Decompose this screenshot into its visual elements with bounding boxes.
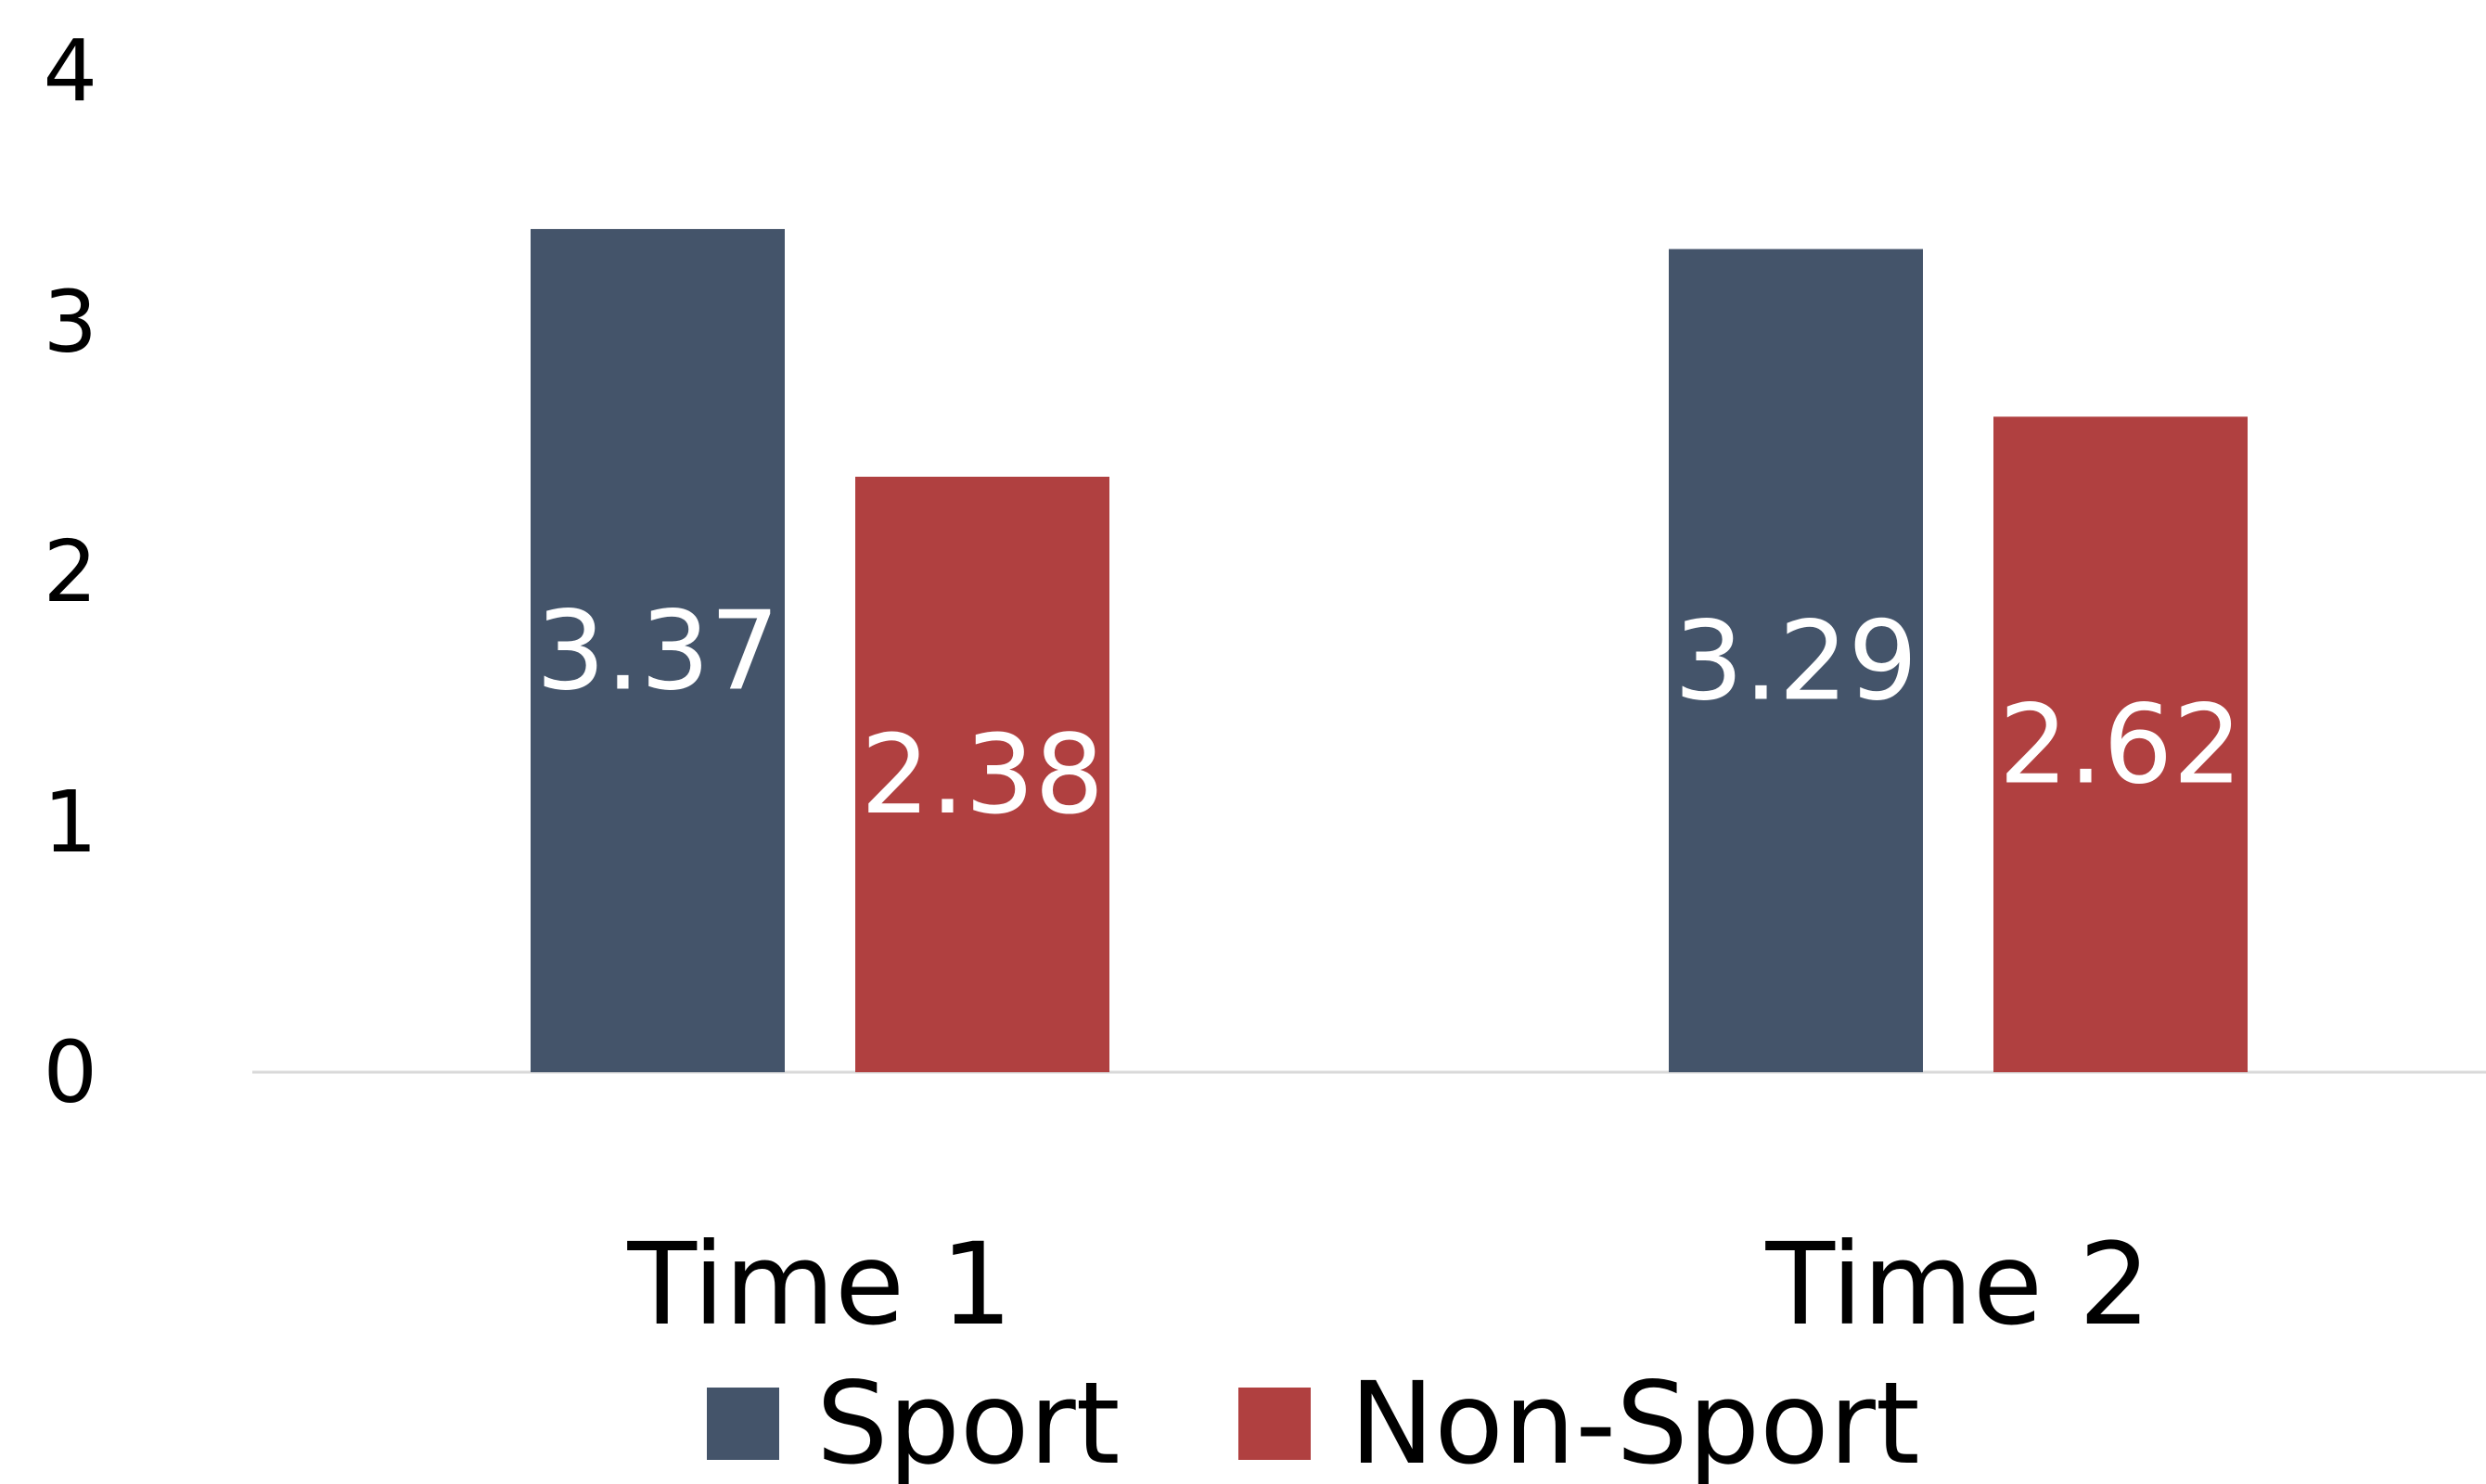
x-category-label: Time 1	[627, 1219, 1013, 1350]
y-tick-label: 3	[43, 272, 97, 371]
y-tick-label: 4	[43, 22, 97, 122]
bars	[531, 228, 2248, 1073]
data-label: 2.38	[861, 710, 1105, 838]
y-tick-label: 0	[43, 1023, 97, 1122]
bar-non-sport-1	[855, 476, 1109, 1072]
data-label: 3.29	[1674, 596, 1918, 724]
bar-sport-1	[531, 228, 785, 1072]
y-axis-ticks: 0 1 2 3 4	[43, 22, 97, 1122]
legend-swatch	[707, 1388, 779, 1460]
data-label: 3.37	[536, 586, 780, 714]
legend-swatch	[1238, 1388, 1311, 1460]
legend-label: Non-Sport	[1350, 1358, 1920, 1484]
data-labels: 3.37 3.29 2.38 2.62	[536, 586, 2243, 838]
y-tick-label: 2	[43, 522, 97, 621]
x-axis-categories: Time 1 Time 2	[627, 1219, 2151, 1350]
data-label: 2.62	[1999, 681, 2243, 809]
legend-label: Sport	[816, 1358, 1121, 1484]
bar-sport-2	[1669, 249, 1923, 1073]
x-category-label: Time 2	[1765, 1219, 2151, 1350]
bar-non-sport-2	[1993, 416, 2248, 1072]
y-tick-label: 1	[43, 773, 97, 872]
legend: Sport Non-Sport	[707, 1358, 1920, 1484]
